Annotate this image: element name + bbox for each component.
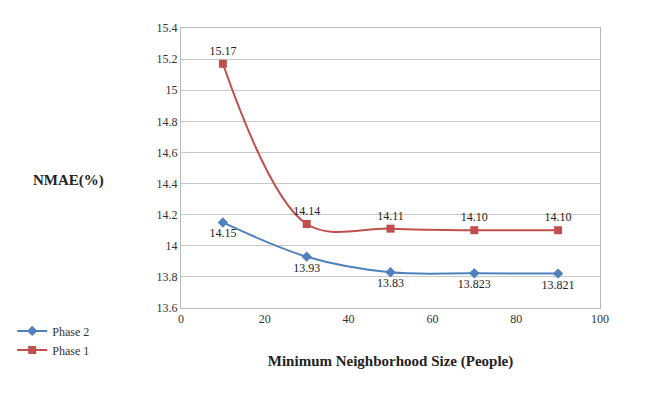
svg-text:0: 0	[178, 312, 184, 326]
svg-text:40: 40	[343, 312, 355, 326]
svg-text:60: 60	[426, 312, 438, 326]
svg-text:13.93: 13.93	[293, 261, 320, 275]
svg-text:14.4: 14.4	[157, 177, 178, 191]
svg-text:14.15: 14.15	[209, 226, 236, 240]
svg-text:13.821: 13.821	[542, 278, 575, 292]
svg-text:13.823: 13.823	[458, 277, 491, 291]
svg-text:13.8: 13.8	[157, 270, 178, 284]
svg-text:14.6: 14.6	[157, 146, 178, 160]
svg-text:14.14: 14.14	[293, 204, 320, 218]
svg-text:100: 100	[591, 312, 609, 326]
svg-text:80: 80	[510, 312, 522, 326]
svg-text:15: 15	[166, 83, 178, 97]
svg-text:Phase 1: Phase 1	[52, 344, 89, 358]
svg-text:15.2: 15.2	[157, 52, 178, 66]
svg-text:13.83: 13.83	[377, 276, 404, 290]
svg-text:20: 20	[259, 312, 271, 326]
svg-text:14.8: 14.8	[157, 115, 178, 129]
svg-text:14.10: 14.10	[461, 210, 488, 224]
svg-text:15.4: 15.4	[157, 21, 178, 35]
svg-text:14.11: 14.11	[377, 209, 404, 223]
svg-text:14.2: 14.2	[157, 208, 178, 222]
svg-text:Phase 2: Phase 2	[52, 325, 89, 339]
svg-text:NMAE(%): NMAE(%)	[33, 172, 104, 189]
svg-text:15.17: 15.17	[209, 44, 236, 58]
svg-text:13.6: 13.6	[157, 301, 178, 315]
svg-text:Minimum Neighborhood Size (Peo: Minimum Neighborhood Size (People)	[268, 353, 513, 370]
svg-text:14: 14	[166, 239, 178, 253]
svg-text:14.10: 14.10	[545, 210, 572, 224]
